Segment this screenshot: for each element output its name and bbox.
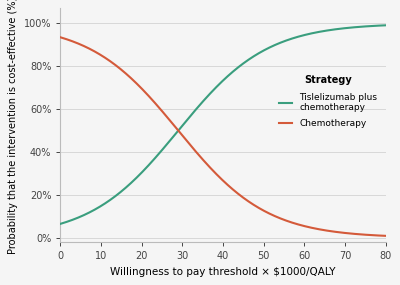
Legend: Tislelizumab plus
chemotherapy, Chemotherapy: Tislelizumab plus chemotherapy, Chemothe… <box>275 72 381 132</box>
Y-axis label: Probability that the intervention is cost-effective (%): Probability that the intervention is cos… <box>8 0 18 254</box>
X-axis label: Willingness to pay threshold × $1000/QALY: Willingness to pay threshold × $1000/QAL… <box>110 267 336 277</box>
